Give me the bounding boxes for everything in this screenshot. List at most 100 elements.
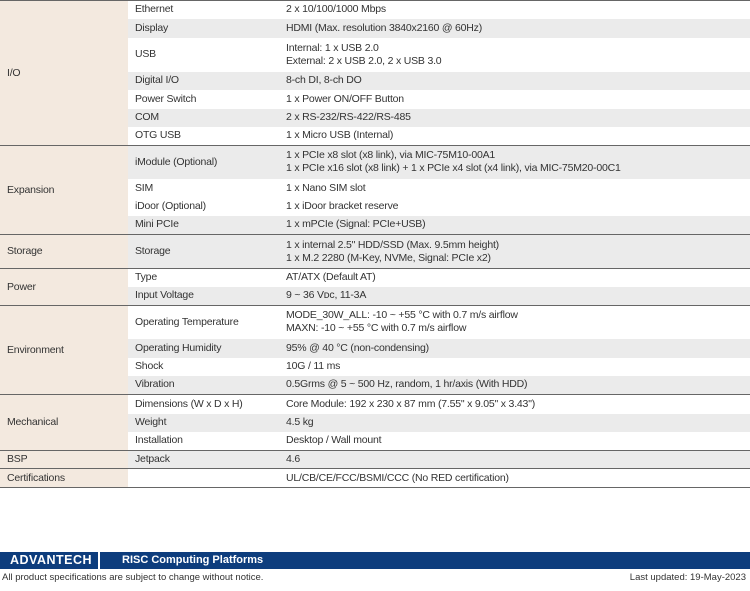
feature-label: Jetpack <box>128 450 279 469</box>
feature-label: Power Switch <box>135 92 197 105</box>
feature-value: 1 x iDoor bracket reserve <box>279 198 750 216</box>
feature-label: USB <box>135 48 156 60</box>
value-line: Internal: 1 x USB 2.0 <box>286 41 379 54</box>
value-line: 2 x 10/100/1000 Mbps <box>286 3 386 16</box>
spec-row: I/O Ethernet 2 x 10/100/1000 Mbps <box>0 0 750 146</box>
feature-label: Shock <box>135 360 164 372</box>
group-label: Environment <box>0 305 128 395</box>
value-line: MAXN: -10 ~ +55 °C with 0.7 m/s airflow <box>286 322 467 335</box>
spec-row: Operating Humidity 95% @ 40 °C (non-conde… <box>0 338 750 358</box>
value-line: 9 ~ 36 Vᴅᴄ, 11-3A <box>286 289 367 302</box>
spec-row: Weight 4.5 kg <box>0 413 750 432</box>
spec-row: Mechanical Dimensions (W x D x H) Core Mod… <box>0 394 750 451</box>
value-line: 4.5 kg <box>286 416 314 428</box>
spec-row: Display HDMI (Max. resolution 3840x2160 @… <box>0 18 750 38</box>
feature-value: Internal: 1 x USB 2.0 External: 2 x USB 2… <box>279 38 750 72</box>
group-label: Expansion <box>0 145 128 235</box>
footer-title: RISC Computing Platforms <box>122 554 264 566</box>
value-line: Core Module: 192 x 230 x 87 mm (7.55" x … <box>286 397 536 410</box>
feature-label: Vibration <box>128 375 279 395</box>
value-line: 8-ch DI, 8-ch DO <box>286 74 362 86</box>
feature-value: 2 x RS-232/RS-422/RS-485 <box>279 108 750 127</box>
group-label: I/O <box>0 0 128 146</box>
feature-label: Installation <box>135 434 183 447</box>
feature-value: 0.5Grms @ 5 ~ 500 Hz, random, 1 hr/axis … <box>279 375 750 395</box>
feature-value: 4.6 <box>279 450 750 469</box>
value-line: HDMI (Max. resolution 3840x2160 @ 60Hz) <box>286 21 483 34</box>
group-label: Storage <box>0 234 128 269</box>
spec-row: Vibration 0.5Grms @ 5 ~ 500 Hz, random, 1… <box>0 375 750 395</box>
group-label: Mechanical <box>0 394 128 451</box>
footer-bar: ADVANTECH RISC Computing Platforms <box>0 552 750 569</box>
group-label: Certifications <box>0 468 128 488</box>
feature-value: 9 ~ 36 Vᴅᴄ, 11-3A <box>279 286 750 306</box>
spec-row: BSP Jetpack 4.6 <box>0 450 750 469</box>
feature-value: 95% @ 40 °C (non-condensing) <box>279 338 750 358</box>
spec-row: Certifications UL/CB/CE/FCC/BSMI/CCC (No … <box>0 468 750 488</box>
feature-label: Type <box>128 268 279 287</box>
feature-label: Weight <box>128 413 279 432</box>
spec-row: Installation Desktop / Wall mount <box>0 432 750 451</box>
value-line: 4.6 <box>286 453 300 465</box>
value-line: 95% @ 40 °C (non-condensing) <box>286 341 429 354</box>
spec-row: Digital I/O 8-ch DI, 8-ch DO <box>0 71 750 90</box>
spec-row: USB Internal: 1 x USB 2.0 External: 2 x US… <box>0 38 750 72</box>
value-line: 1 x PCIe x8 slot (x8 link), via MIC-75M1… <box>286 149 496 162</box>
feature-value: HDMI (Max. resolution 3840x2160 @ 60Hz) <box>279 18 750 38</box>
feature-value: 1 x Nano SIM slot <box>279 179 750 198</box>
feature-value: UL/CB/CE/FCC/BSMI/CCC (No RED certificat… <box>279 468 750 488</box>
spec-row: Power Switch 1 x Power ON/OFF Button <box>0 90 750 109</box>
feature-value: 1 x Micro USB (Internal) <box>279 127 750 146</box>
spec-row: Mini PCIe 1 x mPCIe (Signal: PCIe+USB) <box>0 215 750 235</box>
feature-label: Display <box>128 18 279 38</box>
feature-label: Storage <box>128 234 279 269</box>
value-line: 10G / 11 ms <box>286 360 341 372</box>
value-line: 1 x M.2 2280 (M-Key, NVMe, Signal: PCIe … <box>286 251 491 264</box>
spec-row: Environment Operating Temperature MODE_30W… <box>0 305 750 395</box>
feature-label: SIM <box>135 181 154 194</box>
feature-value: 1 x mPCIe (Signal: PCIe+USB) <box>279 215 750 235</box>
feature-value: Desktop / Wall mount <box>279 432 750 451</box>
feature-label: COM <box>128 108 279 127</box>
value-line: 0.5Grms @ 5 ~ 500 Hz, random, 1 hr/axis … <box>286 378 528 391</box>
value-line: 1 x internal 2.5" HDD/SSD (Max. 9.5mm he… <box>286 238 499 251</box>
spec-row: iDoor (Optional) 1 x iDoor bracket reserv… <box>0 198 750 216</box>
feature-label <box>128 468 279 488</box>
spec-row: Input Voltage 9 ~ 36 Vᴅᴄ, 11-3A <box>0 286 750 306</box>
value-line: 1 x iDoor bracket reserve <box>286 200 399 212</box>
advantech-logo: ADVANTECH <box>10 553 93 567</box>
value-line: Desktop / Wall mount <box>286 434 382 447</box>
value-line: UL/CB/CE/FCC/BSMI/CCC (No RED certificat… <box>286 471 509 484</box>
value-line: MODE_30W_ALL: -10 ~ +55 °C with 0.7 m/s … <box>286 309 518 322</box>
feature-value: 4.5 kg <box>279 413 750 432</box>
feature-label: iDoor (Optional) <box>135 200 206 212</box>
value-line: AT/ATX (Default AT) <box>286 271 376 284</box>
feature-value: Core Module: 192 x 230 x 87 mm (7.55" x … <box>279 394 750 414</box>
feature-label: Dimensions (W x D x H) <box>128 394 279 414</box>
feature-value: AT/ATX (Default AT) <box>279 268 750 287</box>
feature-value: 2 x 10/100/1000 Mbps <box>279 0 750 19</box>
feature-label: OTG USB <box>135 129 181 142</box>
value-line: 1 x Nano SIM slot <box>286 181 366 194</box>
last-updated: Last updated: 19-May-2023 <box>629 572 746 583</box>
feature-value: 1 x Power ON/OFF Button <box>279 90 750 109</box>
value-line: 1 x Power ON/OFF Button <box>286 92 404 105</box>
spec-row: Power Type AT/ATX (Default AT) <box>0 268 750 306</box>
disclaimer: All product specifications are subject t… <box>2 572 264 583</box>
feature-value: 8-ch DI, 8-ch DO <box>279 71 750 90</box>
spec-table: I/O Ethernet 2 x 10/100/1000 Mbps Display HD… <box>0 0 750 488</box>
divider <box>98 552 100 569</box>
value-line: 1 x mPCIe (Signal: PCIe+USB) <box>286 218 426 231</box>
value-line: External: 2 x USB 2.0, 2 x USB 3.0 <box>286 54 442 67</box>
feature-value: 10G / 11 ms <box>279 358 750 376</box>
spec-row: Shock 10G / 11 ms <box>0 358 750 376</box>
group-label: BSP <box>0 450 128 469</box>
feature-label: Input Voltage <box>128 286 279 306</box>
feature-value: 1 x PCIe x8 slot (x8 link), via MIC-75M1… <box>279 145 750 179</box>
value-line: 1 x PCIe x16 slot (x8 link) + 1 x PCIe x… <box>286 162 621 175</box>
spec-row: OTG USB 1 x Micro USB (Internal) <box>0 127 750 146</box>
feature-label: iModule (Optional) <box>128 145 279 179</box>
spec-row: SIM 1 x Nano SIM slot <box>0 179 750 198</box>
spec-row: Expansion iModule (Optional) 1 x PCIe x8 s… <box>0 145 750 235</box>
spec-row: Storage Storage 1 x internal 2.5" HDD/SSD … <box>0 234 750 269</box>
